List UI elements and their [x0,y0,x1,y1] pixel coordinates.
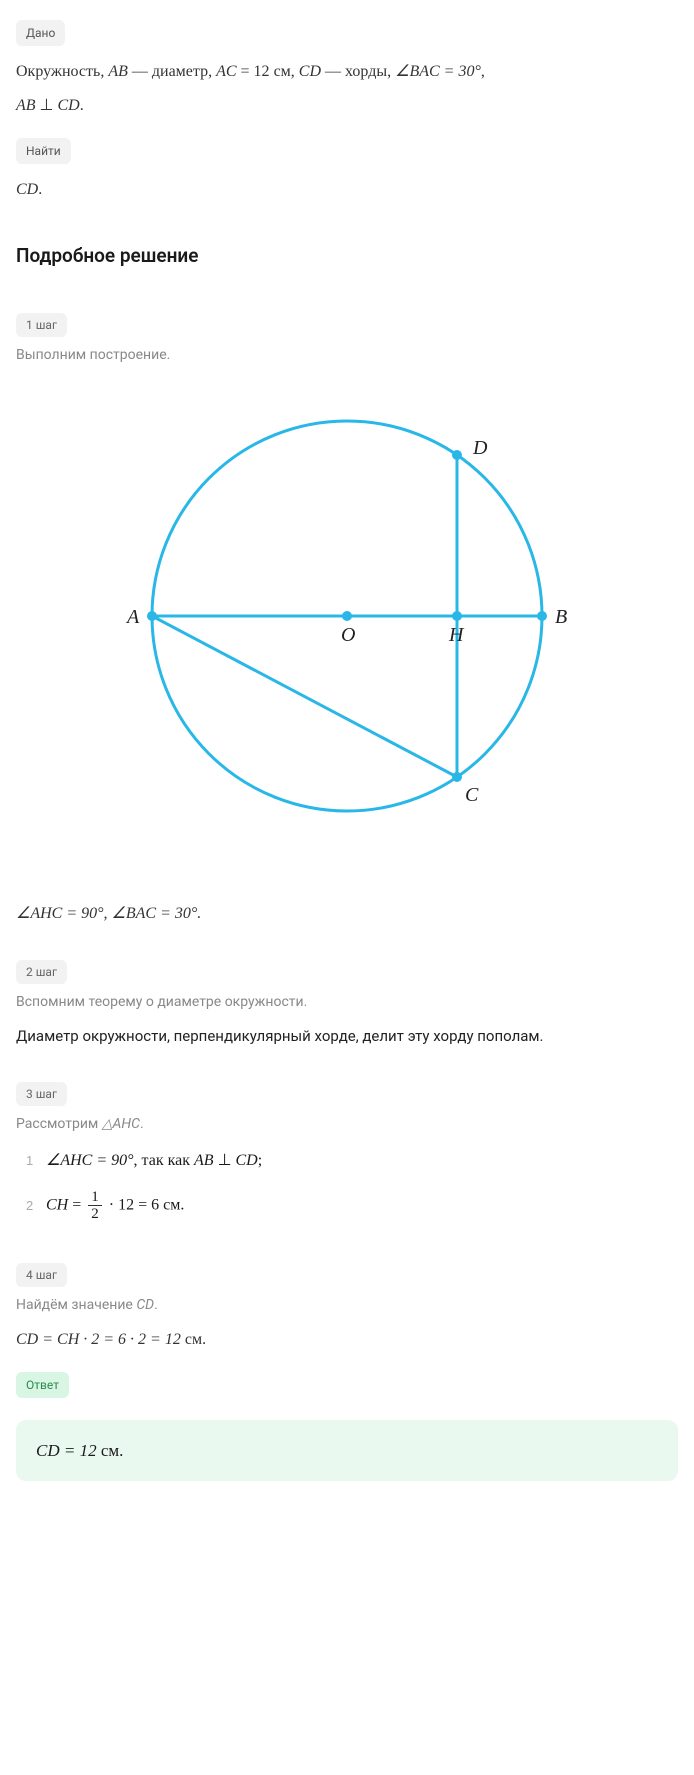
var-ac: AC [216,63,236,80]
s3i2-cm: см. [159,1196,184,1213]
step-3-tri: △AHC [102,1116,140,1132]
s3i1-pre: ∠AHC = 90° [46,1152,134,1169]
given-line-1: Окружность, AB — диаметр, AC = 12 см, CD… [16,60,678,84]
step-1-sub: Выполним построение. [16,345,678,366]
frac-num: 1 [88,1189,102,1207]
given-tag: Дано [16,20,65,46]
list-num-1: 1 [26,1151,46,1171]
step-4-sub-post: . [154,1297,158,1313]
var-ab-2: AB [16,97,36,114]
step-2-sub: Вспомним теорему о диаметре окружности. [16,992,678,1013]
given-period: . [80,97,84,114]
step-4-cm: см. [181,1331,206,1348]
perp-sym: ⊥ [36,97,58,114]
step-3-tag: 3 шаг [16,1082,67,1106]
s3i1-cd: CD [236,1152,258,1169]
step-2-tag: 2 шаг [16,960,67,984]
circle-diagram: A B O H D C [87,396,607,836]
s3i1-perp: ⊥ [214,1152,236,1169]
svg-text:O: O [341,624,355,646]
svg-text:D: D [472,437,488,459]
s3i2-frac: 12 [88,1189,102,1223]
svg-text:H: H [448,624,465,646]
var-ab: AB [108,63,128,80]
find-tag: Найти [16,138,71,164]
svg-text:C: C [465,784,479,806]
given-eq12: = 12 [237,63,270,80]
step-4-tag: 4 шаг [16,1263,67,1287]
find-cd: CD [16,181,38,198]
given-line-2: AB ⊥ CD. [16,94,678,118]
answer-text: CD = 12 [36,1441,97,1460]
frac-den: 2 [88,1206,102,1223]
given-prefix: Окружность, [16,63,108,80]
find-period: . [38,181,42,198]
step-1-eq-text: ∠AHC = 90°, ∠BAC = 30°. [16,905,201,922]
step-4-eq-text: CD = CH · 2 = 6 · 2 = 12 [16,1331,181,1348]
step-4-sub-cd: CD [136,1297,154,1313]
step-3-sub: Рассмотрим △AHC. [16,1114,678,1135]
s3i2-rest: · 12 = 6 [105,1196,159,1213]
step-4-sub-pre: Найдём значение [16,1297,136,1313]
var-cd: CD [299,63,321,80]
step-4-eq: CD = CH · 2 = 6 · 2 = 12 см. [16,1328,678,1352]
s3i2-eq: = [68,1196,85,1213]
svg-text:A: A [125,606,140,628]
step-3-list: 1 ∠AHC = 90°, так как AB ⊥ CD; 2 CH = 12… [26,1149,678,1223]
angle-bac: ∠BAC = 30° [395,63,481,80]
s3i1-post: ; [258,1152,262,1169]
circle-diagram-wrap: A B O H D C [16,396,678,843]
s3i1-mid: , так как [134,1152,194,1169]
given-cm1: см, [270,63,299,80]
step-1-tag: 1 шаг [16,313,67,337]
step-3-sub-pre: Рассмотрим [16,1116,102,1132]
step-4-sub: Найдём значение CD. [16,1295,678,1316]
answer-tag: Ответ [16,1372,69,1398]
step-1-eq: ∠AHC = 90°, ∠BAC = 30°. [16,902,678,926]
answer-box: CD = 12 см. [16,1420,678,1482]
solution-title: Подробное решение [16,242,678,271]
answer-cm: см. [97,1441,124,1460]
s3i2-ch: CH [46,1196,68,1213]
var-cd-2: CD [57,97,79,114]
s3i1-ab: AB [194,1152,214,1169]
list-num-2: 2 [26,1196,46,1216]
given-comma: , [481,63,485,80]
given-diam: — диаметр, [128,63,216,80]
step-3-item-2: 2 CH = 12 · 12 = 6 см. [26,1189,678,1223]
svg-text:B: B [555,606,567,628]
given-chord: — хорды, [321,63,395,80]
step-2-text: Диаметр окружности, перпендикулярный хор… [16,1025,678,1048]
find-line: CD. [16,178,678,202]
step-3-sub-post: . [140,1116,144,1132]
step-3-item-1: 1 ∠AHC = 90°, так как AB ⊥ CD; [26,1149,678,1173]
